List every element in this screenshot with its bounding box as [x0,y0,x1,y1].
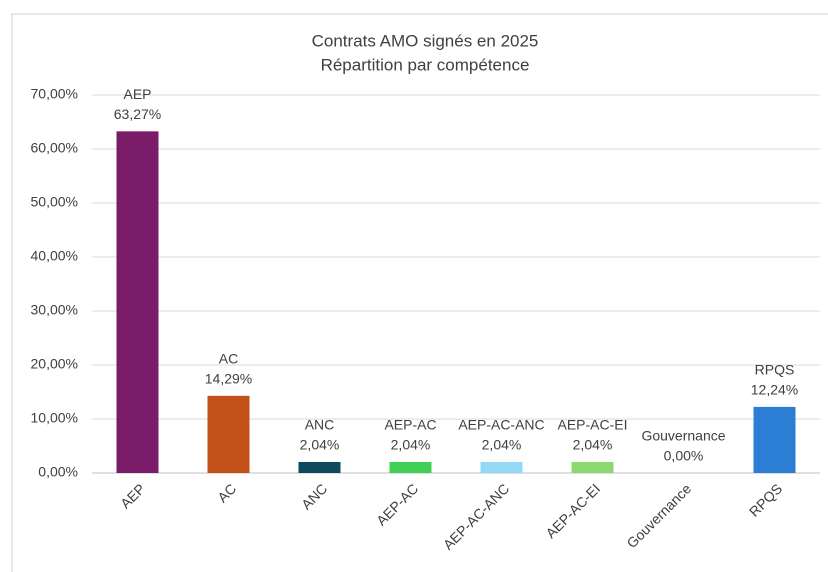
bar [571,461,614,473]
y-tick-label: 30,00% [31,302,78,318]
data-label-category: AEP-AC [384,417,436,433]
y-tick-label: 0,00% [38,464,78,480]
bar [116,131,159,474]
chart-title: Contrats AMO signés en 2025 [312,31,539,50]
bar [207,395,250,473]
bar [389,461,432,473]
bar [753,406,796,473]
bar [298,461,341,473]
data-label: 14,29% [205,371,252,387]
y-tick-label: 20,00% [31,356,78,372]
chart-subtitle: Répartition par compétence [321,55,530,74]
data-label-category: Gouvernance [641,428,725,444]
data-label: 2,04% [391,437,431,453]
data-label: 2,04% [573,437,613,453]
bar [480,461,523,473]
data-label-category: AEP [123,86,151,102]
data-label: 2,04% [482,437,522,453]
y-tick-label: 10,00% [31,410,78,426]
data-label-category: AEP-AC-EI [557,417,627,433]
data-label: 0,00% [664,448,704,464]
y-tick-label: 60,00% [31,140,78,156]
y-tick-label: 40,00% [31,248,78,264]
data-label: 2,04% [300,437,340,453]
data-label-category: AEP-AC-ANC [458,417,544,433]
y-tick-label: 70,00% [31,86,78,102]
data-label-category: ANC [305,417,335,433]
data-label: 12,24% [751,382,798,398]
data-label-category: AC [219,351,238,367]
data-label: 63,27% [114,106,161,122]
data-label-category: RPQS [755,362,795,378]
y-tick-label: 50,00% [31,194,78,210]
